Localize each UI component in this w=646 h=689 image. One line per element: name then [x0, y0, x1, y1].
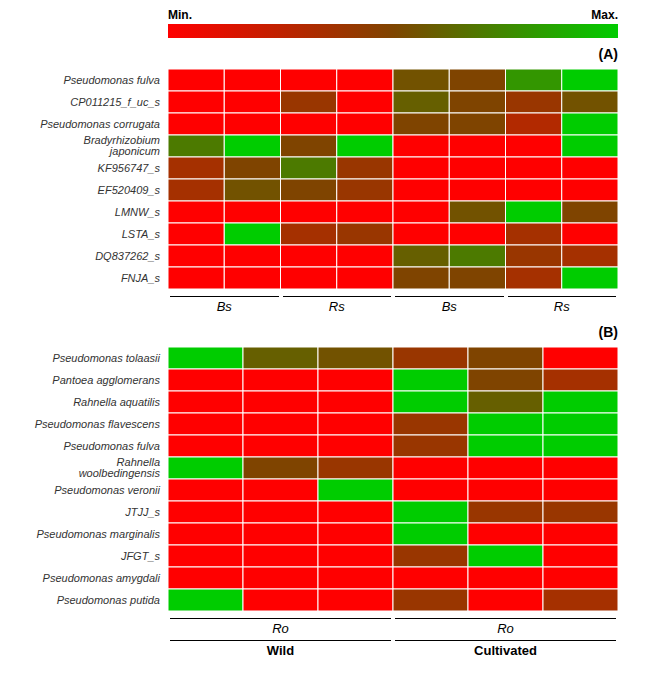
svg-text:Rahnellawoolbedingensis: Rahnellawoolbedingensis — [79, 456, 161, 479]
html-text:Bs: Bs — [216, 299, 232, 314]
svg-text:Rahnella aquatilis: Rahnella aquatilis — [73, 396, 160, 408]
svg-text:JTJJ_s: JTJJ_s — [124, 506, 160, 518]
svg-text:Pseudomonas flavescens: Pseudomonas flavescens — [35, 418, 161, 430]
svg-text:CP011215_f_uc_s: CP011215_f_uc_s — [70, 96, 160, 108]
html-text:Rs: Rs — [328, 299, 345, 314]
html-text:Min.: Min. — [168, 8, 192, 22]
html-text:Ro: Ro — [272, 621, 289, 636]
svg-text:KF956747_s: KF956747_s — [98, 162, 161, 174]
svg-text:Pseudomonas amygdali: Pseudomonas amygdali — [43, 572, 161, 584]
svg-text:Pseudomonas fulva: Pseudomonas fulva — [63, 440, 160, 452]
html-text:Rs: Rs — [553, 299, 570, 314]
html-text:(A): (A) — [598, 46, 618, 62]
svg-text:Pseudomonas tolaasii: Pseudomonas tolaasii — [52, 352, 160, 364]
svg-text:Pantoea agglomerans: Pantoea agglomerans — [52, 374, 160, 386]
svg-text:Pseudomonas fulva: Pseudomonas fulva — [63, 74, 160, 86]
svg-text:LSTA_s: LSTA_s — [122, 228, 161, 240]
html-text:Bs: Bs — [441, 299, 457, 314]
html-text:Cultivated: Cultivated — [474, 643, 537, 658]
svg-text:Bradyrhizobiumjaponicum: Bradyrhizobiumjaponicum — [84, 134, 160, 157]
html-text:(B): (B) — [598, 324, 618, 340]
svg-text:Pseudomonas corrugata: Pseudomonas corrugata — [40, 118, 160, 130]
svg-text:LMNW_s: LMNW_s — [115, 206, 161, 218]
html-text:Wild: Wild — [266, 643, 295, 658]
svg-text:Pseudomonas veronii: Pseudomonas veronii — [54, 484, 160, 496]
html-text:Max.: Max. — [591, 8, 618, 22]
svg-text:Pseudomonas marginalis: Pseudomonas marginalis — [36, 528, 160, 540]
svg-text:DQ837262_s: DQ837262_s — [95, 250, 160, 262]
svg-text:JFGT_s: JFGT_s — [120, 550, 161, 562]
svg-text:EF520409_s: EF520409_s — [98, 184, 161, 196]
html-text:Ro: Ro — [497, 621, 514, 636]
svg-text:Pseudomonas putida: Pseudomonas putida — [57, 594, 160, 606]
svg-text:FNJA_s: FNJA_s — [121, 272, 161, 284]
